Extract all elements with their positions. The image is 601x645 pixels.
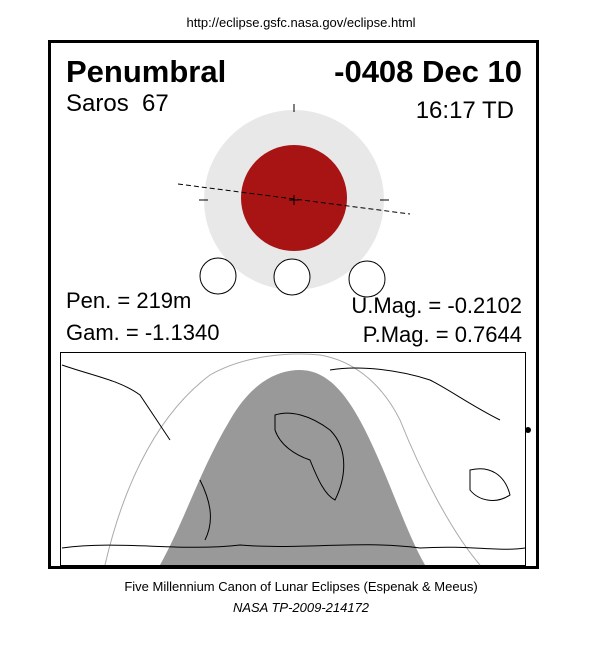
umbral-magnitude: U.Mag. = -0.2102 <box>351 293 522 318</box>
footer-reference: NASA TP-2009-214172 <box>233 600 370 615</box>
penumbral-limit <box>104 353 481 566</box>
source-url: http://eclipse.gsfc.nasa.gov/eclipse.htm… <box>186 15 415 30</box>
moon-position <box>348 260 386 298</box>
visibility-zone <box>160 370 425 565</box>
eclipse-type: Penumbral <box>66 54 226 89</box>
moon-position <box>199 257 237 295</box>
footer-title: Five Millennium Canon of Lunar Eclipses … <box>124 579 477 594</box>
world-map <box>60 352 531 566</box>
eclipse-time: 16:17 TD <box>416 97 514 124</box>
moon-zenith <box>525 427 531 433</box>
shadow-diagram <box>177 104 411 298</box>
coastlines <box>61 364 511 541</box>
saros: Saros 67 <box>66 90 169 117</box>
antarctica <box>61 544 526 550</box>
eclipse-date: -0408 Dec 10 <box>334 54 522 89</box>
moon-position <box>273 258 311 296</box>
penumbral-duration: Pen. = 219m <box>66 288 191 313</box>
penumbral-magnitude: P.Mag. = 0.7644 <box>363 322 522 347</box>
gamma: Gam. = -1.1340 <box>66 320 219 345</box>
